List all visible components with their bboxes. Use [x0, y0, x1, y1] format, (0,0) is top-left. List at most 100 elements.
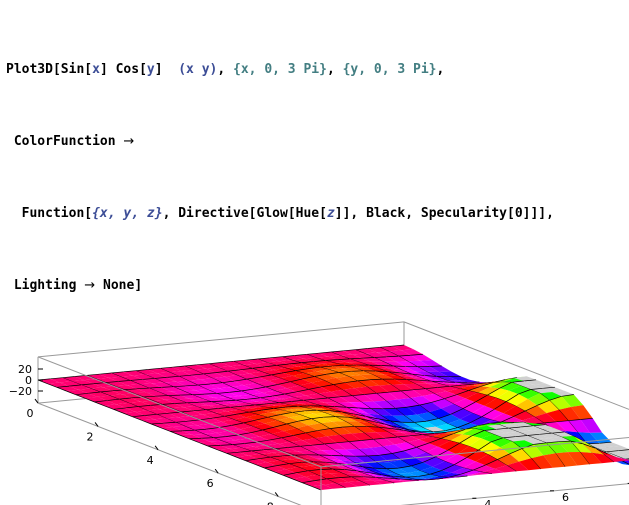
surface-patch: [257, 357, 280, 363]
surface-patch: [482, 468, 504, 474]
surface-patch: [355, 348, 377, 354]
mesh-line: [205, 409, 216, 414]
surface-patch: [364, 393, 386, 402]
mesh-line: [430, 380, 443, 383]
mesh-line: [389, 420, 400, 427]
token-x: x: [92, 62, 100, 77]
surface-patch: [490, 437, 513, 448]
mesh-line: [462, 401, 476, 410]
mesh-line: [280, 435, 294, 439]
surface-patch: [74, 375, 97, 381]
mesh-line: [340, 411, 354, 415]
mesh-line: [295, 470, 308, 474]
surface-patch: [247, 436, 269, 442]
surface-patch: [233, 417, 256, 423]
surface-patch: [392, 366, 415, 372]
surface-patch: [370, 446, 392, 456]
mesh-line: [558, 440, 571, 443]
mesh-line: [269, 456, 280, 461]
mesh-line: [90, 388, 101, 393]
surface-patch: [363, 432, 386, 440]
mesh-line: [249, 429, 263, 434]
surface-patch: [213, 436, 235, 442]
surface-patch: [154, 418, 176, 424]
mesh-line: [273, 406, 286, 409]
surface-patch: [462, 402, 485, 413]
surface-patch: [360, 480, 382, 486]
mesh-line: [257, 357, 270, 360]
mesh-line: [487, 388, 500, 396]
mesh-line: [276, 363, 289, 366]
mesh-line: [364, 392, 377, 395]
mesh-line: [169, 431, 180, 436]
mesh-line: [147, 367, 161, 370]
surface-patch: [182, 430, 204, 435]
surface-patch: [84, 379, 106, 384]
surface-patch: [263, 448, 285, 453]
box-edge-bottom-right: [400, 483, 629, 505]
mesh-line: [266, 402, 279, 405]
surface-plot[interactable]: 200−200246802468: [0, 112, 629, 505]
mesh-line: [568, 419, 581, 422]
surface-patch: [452, 428, 475, 435]
surface-patch: [365, 367, 388, 372]
mesh-line: [257, 456, 270, 460]
z-tick-label: 0: [25, 374, 32, 387]
surface-patch: [439, 371, 461, 377]
mesh-line: [377, 418, 390, 422]
mesh-line: [221, 382, 232, 388]
surface-patch: [337, 402, 359, 408]
surface-patch: [411, 427, 433, 432]
surface-patch: [349, 358, 372, 362]
surface-patch: [380, 365, 403, 371]
mesh-line: [375, 370, 388, 373]
surface-patch: [318, 352, 341, 357]
surface-patch: [318, 391, 340, 398]
mesh-line: [469, 416, 482, 424]
surface-patch: [116, 402, 138, 408]
token-black: Black: [366, 206, 406, 221]
mesh-line: [292, 478, 303, 483]
surface-patch: [543, 421, 566, 432]
surface-patch: [330, 389, 352, 397]
surface-patch: [346, 362, 369, 366]
mesh-line: [484, 459, 498, 466]
mesh-line: [509, 448, 522, 455]
surface-patch: [317, 473, 339, 479]
mesh-line: [245, 458, 258, 462]
mesh-line: [457, 422, 470, 429]
mesh-line: [489, 421, 502, 424]
input-cell[interactable]: Plot3D[Sin[x] Cos[y] (x y), {x, 0, 3 Pi}…: [6, 10, 554, 322]
surface-patch: [327, 434, 349, 443]
mesh-line: [425, 387, 438, 390]
mesh-line: [361, 466, 372, 472]
box-edge-bottom-front: [37, 402, 302, 505]
surface-patch: [303, 399, 325, 404]
surface-patch: [81, 383, 103, 389]
surface-patch: [314, 436, 337, 444]
mesh-line: [207, 445, 218, 450]
surface-patch: [394, 379, 416, 385]
surface-patch: [383, 408, 405, 416]
token-range-y: {y, 0, 3 Pi}: [342, 62, 437, 77]
surface-patch: [418, 380, 441, 384]
surface-patch: [493, 401, 516, 414]
axis-ticks: 200−200246802468: [9, 363, 629, 505]
surface-patch: [511, 381, 534, 386]
surface-patch: [166, 376, 189, 382]
surface-patch: [50, 377, 72, 383]
surface-patch: [316, 410, 339, 414]
mesh-line: [117, 380, 131, 382]
surface-patch: [536, 438, 559, 443]
mesh-line: [137, 405, 151, 407]
mesh-line: [326, 477, 339, 480]
surface-patch: [363, 476, 385, 481]
surface-patch: [338, 476, 361, 482]
surface-patch: [376, 392, 398, 401]
mesh-line: [240, 388, 254, 392]
surface-patch: [381, 424, 403, 431]
surface-patch: [599, 442, 621, 447]
surface-patch: [355, 456, 377, 463]
surface-patch: [589, 432, 612, 444]
mesh-line: [409, 434, 422, 437]
